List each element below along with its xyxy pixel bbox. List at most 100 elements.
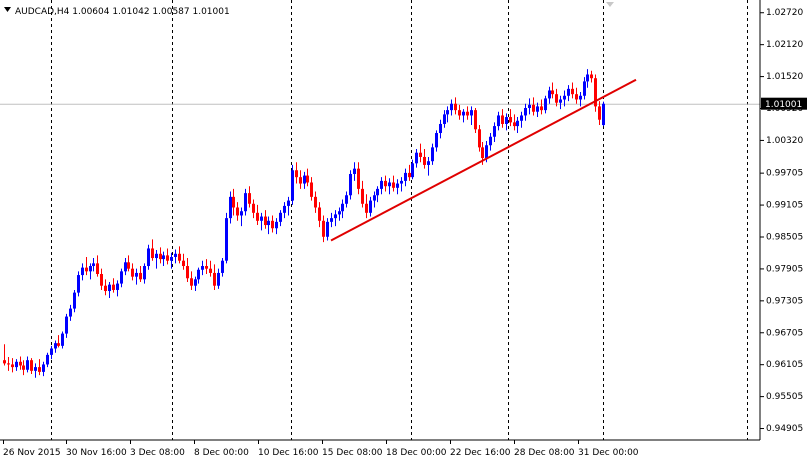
candle[interactable]: [349, 170, 352, 200]
trendline-group[interactable]: [330, 78, 637, 242]
candle[interactable]: [571, 82, 574, 99]
candle[interactable]: [544, 95, 547, 114]
candle[interactable]: [217, 268, 220, 289]
candle[interactable]: [373, 191, 376, 208]
candle[interactable]: [509, 109, 512, 127]
candle[interactable]: [466, 106, 469, 120]
candle[interactable]: [594, 74, 597, 112]
candle[interactable]: [260, 212, 263, 231]
candle[interactable]: [443, 110, 446, 128]
candle[interactable]: [524, 103, 527, 121]
candle[interactable]: [151, 239, 154, 261]
candle[interactable]: [174, 249, 177, 264]
candle[interactable]: [590, 70, 593, 83]
candle[interactable]: [478, 125, 481, 152]
candle[interactable]: [244, 188, 247, 216]
candle[interactable]: [353, 162, 356, 181]
candle[interactable]: [357, 162, 360, 195]
candle[interactable]: [345, 191, 348, 208]
candle[interactable]: [92, 258, 95, 272]
candle[interactable]: [419, 143, 422, 163]
candle[interactable]: [89, 263, 92, 280]
candle[interactable]: [462, 109, 465, 123]
candle[interactable]: [516, 117, 519, 134]
candle[interactable]: [318, 202, 321, 228]
candle[interactable]: [81, 263, 84, 281]
candle[interactable]: [431, 143, 434, 165]
candle[interactable]: [197, 267, 200, 284]
candle[interactable]: [190, 271, 193, 290]
candle[interactable]: [365, 194, 368, 219]
candle[interactable]: [194, 276, 197, 292]
candle[interactable]: [186, 258, 189, 282]
candles-group[interactable]: [3, 69, 605, 378]
dropdown-triangle-icon[interactable]: [4, 7, 11, 12]
candle[interactable]: [528, 98, 531, 115]
candle[interactable]: [520, 111, 523, 128]
candle[interactable]: [404, 168, 407, 187]
candle[interactable]: [586, 69, 589, 88]
candle[interactable]: [497, 111, 500, 131]
candle[interactable]: [124, 258, 127, 276]
candle[interactable]: [143, 263, 146, 284]
candle[interactable]: [112, 278, 115, 293]
candle[interactable]: [61, 331, 64, 349]
candle[interactable]: [116, 280, 119, 297]
candle[interactable]: [248, 186, 251, 208]
candle[interactable]: [73, 289, 76, 313]
candle[interactable]: [85, 256, 88, 276]
candle[interactable]: [540, 99, 543, 115]
candle[interactable]: [306, 168, 309, 187]
candle[interactable]: [303, 171, 306, 189]
candle[interactable]: [283, 202, 286, 219]
candle[interactable]: [548, 86, 551, 104]
candle[interactable]: [256, 204, 259, 226]
candle[interactable]: [536, 102, 539, 118]
candle[interactable]: [551, 82, 554, 99]
candle[interactable]: [474, 108, 477, 134]
candle[interactable]: [155, 250, 158, 269]
candle[interactable]: [505, 113, 508, 131]
candle[interactable]: [338, 207, 341, 221]
candle[interactable]: [334, 210, 337, 227]
candle[interactable]: [400, 177, 403, 192]
candle[interactable]: [392, 175, 395, 192]
candle[interactable]: [65, 313, 68, 338]
candle[interactable]: [470, 106, 473, 126]
candle[interactable]: [396, 179, 399, 195]
candle[interactable]: [501, 109, 504, 128]
candle[interactable]: [579, 92, 582, 107]
candle[interactable]: [54, 340, 57, 353]
candle[interactable]: [19, 356, 22, 370]
candle[interactable]: [42, 361, 45, 377]
candle[interactable]: [291, 164, 294, 205]
candle[interactable]: [139, 266, 142, 282]
candle[interactable]: [178, 246, 181, 264]
candle[interactable]: [380, 177, 383, 195]
candle[interactable]: [493, 122, 496, 143]
candle[interactable]: [264, 210, 267, 229]
candle[interactable]: [287, 196, 290, 216]
candle[interactable]: [147, 244, 150, 270]
candle[interactable]: [279, 210, 282, 227]
candle[interactable]: [22, 360, 25, 376]
trendline[interactable]: [330, 78, 637, 242]
candle[interactable]: [232, 188, 235, 216]
candle[interactable]: [439, 119, 442, 139]
candle[interactable]: [162, 251, 165, 267]
candle[interactable]: [3, 344, 6, 366]
candle[interactable]: [38, 359, 41, 376]
candle[interactable]: [205, 259, 208, 275]
candle[interactable]: [388, 178, 391, 195]
candle[interactable]: [513, 114, 516, 131]
candle[interactable]: [240, 207, 243, 227]
candle[interactable]: [11, 358, 14, 373]
candle[interactable]: [458, 104, 461, 120]
candle[interactable]: [15, 359, 18, 371]
candle[interactable]: [489, 133, 492, 151]
candle[interactable]: [221, 258, 224, 277]
candle[interactable]: [26, 356, 29, 373]
candle[interactable]: [50, 345, 53, 360]
candle[interactable]: [236, 202, 239, 221]
